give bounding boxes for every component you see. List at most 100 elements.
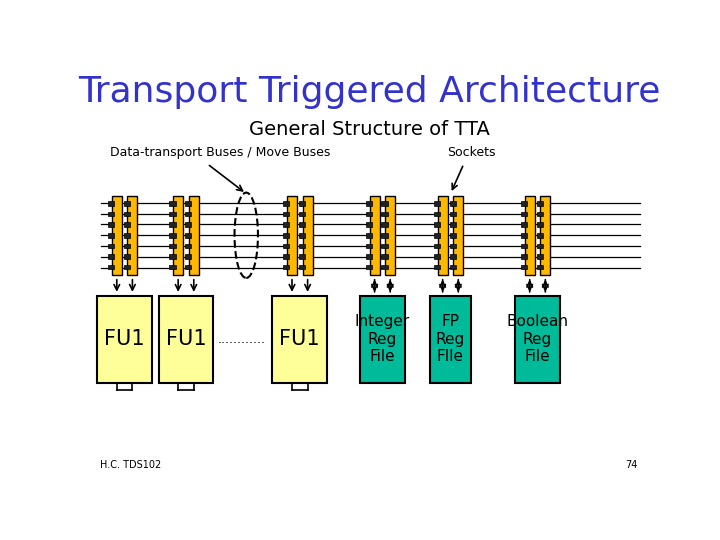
Bar [540, 196, 550, 275]
Bar [382, 222, 387, 227]
Bar [299, 201, 305, 206]
Bar [536, 265, 543, 269]
Bar [366, 201, 372, 206]
Bar [283, 222, 289, 227]
Bar [302, 196, 312, 275]
Bar [283, 244, 289, 248]
Bar [449, 233, 456, 238]
Bar [454, 196, 463, 275]
Text: H.C. TDS102: H.C. TDS102 [100, 460, 161, 470]
Bar [449, 222, 456, 227]
Bar [108, 254, 114, 259]
Bar [434, 222, 440, 227]
Bar [434, 233, 440, 238]
Bar [385, 196, 395, 275]
Bar [283, 201, 289, 206]
Bar [124, 233, 130, 238]
Bar [536, 233, 543, 238]
Bar [536, 254, 543, 259]
Bar [189, 196, 199, 275]
Bar [283, 212, 289, 217]
Bar [449, 244, 456, 248]
Bar [299, 212, 305, 217]
Bar [158, 295, 213, 383]
Bar [108, 244, 114, 248]
Bar [169, 212, 176, 217]
Text: Boolean
Reg
File: Boolean Reg File [506, 314, 569, 364]
Bar [382, 244, 387, 248]
Text: ............: ............ [217, 333, 266, 346]
Bar [434, 265, 440, 269]
Bar [108, 212, 114, 217]
Bar [369, 196, 379, 275]
Bar [169, 233, 176, 238]
Bar [382, 254, 387, 259]
Bar [382, 212, 387, 217]
Bar [108, 265, 114, 269]
Bar [366, 233, 372, 238]
Bar [366, 244, 372, 248]
Bar [536, 222, 543, 227]
Text: Data-transport Buses / Move Buses: Data-transport Buses / Move Buses [109, 146, 330, 159]
Bar [185, 212, 192, 217]
Bar [438, 196, 448, 275]
Bar [124, 201, 130, 206]
Bar [521, 233, 527, 238]
Bar [108, 233, 114, 238]
Bar [287, 196, 297, 275]
Bar [525, 196, 535, 275]
Bar [169, 254, 176, 259]
Bar [366, 254, 372, 259]
Bar [521, 244, 527, 248]
Bar [382, 265, 387, 269]
Bar [108, 201, 114, 206]
Bar [124, 265, 130, 269]
Bar [299, 222, 305, 227]
Bar [515, 295, 560, 383]
Bar [382, 201, 387, 206]
Bar [108, 222, 114, 227]
Bar [124, 222, 130, 227]
Bar [299, 244, 305, 248]
Bar [449, 201, 456, 206]
Text: Transport Triggered Architecture: Transport Triggered Architecture [78, 75, 660, 109]
Bar [112, 196, 122, 275]
Bar [449, 265, 456, 269]
Text: FU1: FU1 [104, 329, 145, 349]
Bar [283, 265, 289, 269]
Bar [97, 295, 152, 383]
Bar [521, 212, 527, 217]
Bar [521, 254, 527, 259]
Bar [169, 265, 176, 269]
Bar [283, 254, 289, 259]
Bar [124, 244, 130, 248]
Bar [272, 295, 327, 383]
Bar [169, 222, 176, 227]
Bar [431, 295, 471, 383]
Bar [536, 212, 543, 217]
Bar [521, 265, 527, 269]
Bar [434, 212, 440, 217]
Bar [299, 254, 305, 259]
Bar [173, 196, 183, 275]
Text: 74: 74 [626, 460, 638, 470]
Bar [169, 201, 176, 206]
Bar [449, 212, 456, 217]
Bar [185, 201, 192, 206]
Bar [127, 196, 138, 275]
Text: Sockets: Sockets [447, 146, 495, 159]
Bar [299, 265, 305, 269]
Text: Integer
Reg
File: Integer Reg File [355, 314, 410, 364]
Bar [434, 254, 440, 259]
Bar [299, 233, 305, 238]
Bar [434, 244, 440, 248]
Bar [283, 233, 289, 238]
Bar [366, 222, 372, 227]
Bar [185, 265, 192, 269]
Bar [185, 222, 192, 227]
Text: FP
Reg
FIle: FP Reg FIle [436, 314, 465, 364]
Bar [185, 233, 192, 238]
Bar [366, 212, 372, 217]
Bar [169, 244, 176, 248]
Bar [124, 254, 130, 259]
